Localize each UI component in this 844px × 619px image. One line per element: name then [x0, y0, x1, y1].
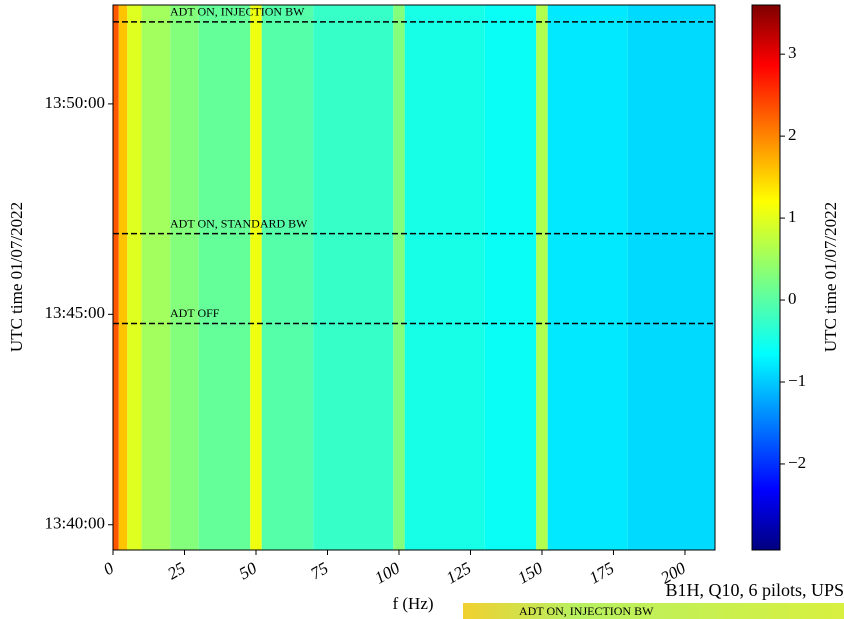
colorbar-tick-label: −1 [788, 371, 806, 390]
colorbar [751, 4, 781, 551]
heatmap-cell [141, 5, 171, 550]
x-tick-label: 125 [443, 558, 475, 587]
x-axis-label: f (Hz) [392, 594, 433, 613]
y-tick-label: 13:50:00 [45, 93, 105, 112]
x-tick-label: 100 [371, 558, 403, 587]
plot-frame [112, 4, 716, 551]
heatmap-cell [170, 5, 199, 550]
heatmap-cell [536, 5, 548, 550]
heatmap-cell [313, 5, 394, 550]
colorbar-tick-label: 3 [788, 43, 797, 62]
heatmap-cell [113, 5, 119, 550]
colorbar-label: UTC time 01/07/2022 [821, 202, 840, 352]
x-tick-label: 25 [164, 558, 188, 583]
heatmap-cell [127, 5, 142, 550]
event-label: ADT OFF [170, 306, 220, 320]
heatmap-cell [250, 5, 262, 550]
x-tick-label: 150 [514, 558, 546, 587]
colorbar-tick-label: −2 [788, 453, 806, 472]
event-label: ADT ON, INJECTION BW [170, 5, 305, 19]
y-tick-label: 13:40:00 [45, 514, 105, 533]
heatmap-cell [261, 5, 314, 550]
inset-strip [463, 603, 844, 619]
heatmap-cell [393, 5, 405, 550]
event-label: ADT ON, STANDARD BW [170, 216, 308, 230]
x-tick-label: 175 [586, 558, 618, 587]
heatmap-cell [198, 5, 251, 550]
x-tick-label: 50 [236, 558, 261, 583]
colorbar-tick-label: 0 [788, 289, 797, 308]
inset-title: B1H, Q10, 6 pilots, UPS [665, 580, 844, 600]
heatmap-cell [547, 5, 628, 550]
y-axis-label: UTC time 01/07/2022 [7, 202, 26, 352]
heatmap-cell [627, 5, 715, 550]
x-tick-label: 0 [100, 558, 117, 579]
heatmap-cell [404, 5, 485, 550]
colorbar-tick-label: 1 [788, 207, 797, 226]
heatmap-cell [484, 5, 537, 550]
x-tick-label: 75 [307, 558, 331, 583]
heatmap-cell [118, 5, 128, 550]
plot-area [113, 5, 715, 550]
inset-annotation: ADT ON, INJECTION BW [519, 604, 654, 618]
y-tick-label: 13:45:00 [45, 303, 105, 322]
colorbar-tick-label: 2 [788, 125, 797, 144]
